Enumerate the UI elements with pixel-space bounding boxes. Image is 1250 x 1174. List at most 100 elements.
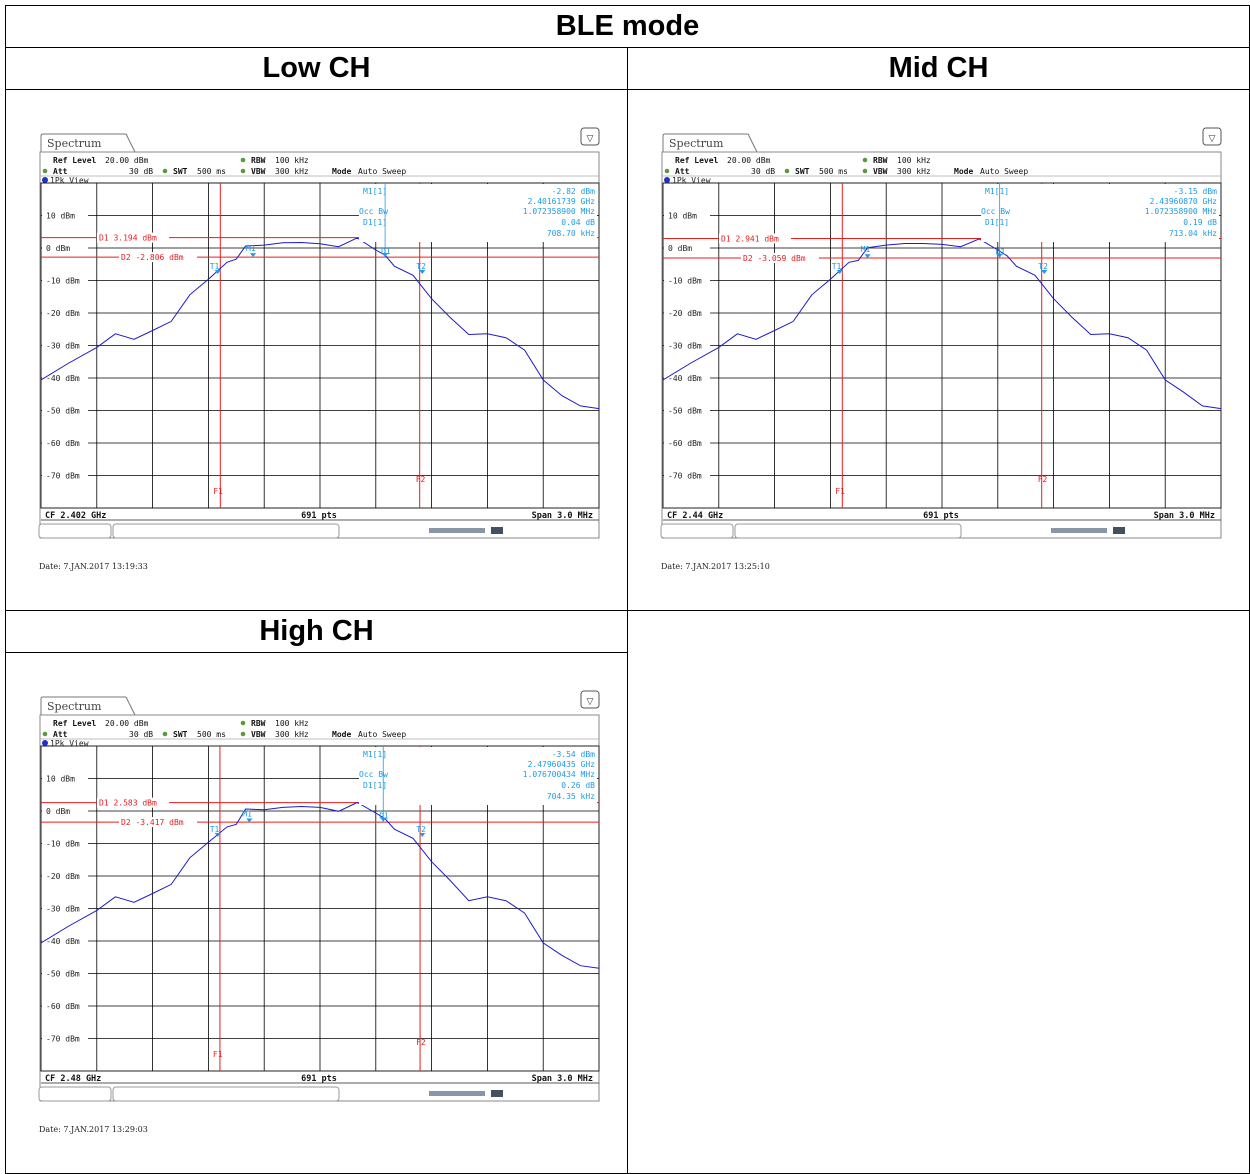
mode-value: Auto Sweep [980, 167, 1028, 176]
occbw-value: 1.072358900 MHz [523, 207, 595, 216]
d2-threshold-label: D2 -3.059 dBm [743, 254, 806, 263]
y-tick-label: 0 dBm [46, 807, 70, 816]
ytick-bg [42, 1033, 88, 1044]
high-ch-cell: Spectrum ▽ Ref Level 20.00 dBm Att 30 dB SWT 50… [5, 652, 628, 1174]
report-table: BLE mode Low CH Mid CH Spectrum ▽ Ref Leve… [5, 5, 1250, 1174]
swt-label: SWT [173, 167, 188, 176]
ytick-bg [664, 340, 710, 351]
vbw-label: VBW [873, 167, 888, 176]
settings-icon [580, 690, 600, 709]
mode-label: Mode [954, 167, 973, 176]
y-tick-label: -20 dBm [668, 309, 702, 318]
ytick-bg [42, 871, 88, 881]
d1-marker-label: D1 [996, 248, 1006, 257]
spectrum-tab [40, 133, 136, 153]
d1-readout-label: D1[1] [363, 781, 387, 790]
spectrum-svg: Spectrum ▽ Ref Level 20.00 dBm Att 30 dB SWT 50… [38, 127, 600, 539]
f1-label: F1 [213, 1050, 223, 1059]
view-label: 1Pk View [50, 176, 89, 185]
m1-readout-label: M1[1] [363, 750, 387, 759]
trace-indicator-icon [664, 177, 670, 183]
occbw-label: Occ Bw [359, 207, 388, 216]
center-frequency: CF 2.44 GHz [667, 511, 723, 521]
center-frequency: CF 2.402 GHz [45, 511, 106, 521]
mode-value: Auto Sweep [358, 167, 406, 176]
ytick-bg [42, 470, 88, 481]
att-value: 30 dB [129, 730, 153, 739]
m1-readout-label: M1[1] [363, 187, 387, 196]
d1-readout-level: 0.04 dB [561, 218, 595, 227]
d1-label-bg [97, 232, 169, 243]
y-tick-label: -70 dBm [46, 472, 80, 481]
f2-label: F2 [1038, 475, 1048, 484]
y-tick-label: -60 dBm [668, 439, 702, 448]
t2-marker-label: T2 [416, 825, 426, 834]
att-indicator-icon [664, 168, 670, 174]
progress-bar [1051, 528, 1107, 533]
mid-ch-cell: Spectrum ▽ Ref Level 20.00 dBm Att 30 dB SWT 50… [627, 89, 1250, 611]
d1-threshold-label: D1 3.194 dBm [99, 234, 157, 243]
rbw-indicator-icon [862, 157, 868, 163]
y-tick-label: -10 dBm [668, 277, 702, 286]
f1-label: F1 [835, 487, 845, 496]
ytick-bg [42, 806, 88, 816]
y-tick-label: 0 dBm [668, 244, 692, 253]
spectrum-tab [40, 696, 136, 716]
y-tick-label: 10 dBm [46, 775, 75, 784]
rbw-indicator-icon [240, 720, 246, 726]
high-ch-date: Date: 7.JAN.2017 13:29:03 [39, 1125, 148, 1134]
ytick-bg [42, 340, 88, 351]
ref-level-label: Ref Level [675, 156, 719, 165]
d1-label-bg [719, 233, 791, 244]
y-tick-label: -70 dBm [668, 472, 702, 481]
rbw-label: RBW [251, 719, 266, 728]
y-tick-label: 10 dBm [668, 212, 697, 221]
ytick-bg [42, 1001, 88, 1011]
vbw-value: 300 kHz [275, 730, 309, 739]
low-ch-header: Low CH [5, 47, 628, 90]
spectrum-svg: Spectrum ▽ Ref Level 20.00 dBm Att 30 dB SWT 50… [38, 690, 600, 1102]
t1-marker [214, 833, 221, 837]
f2-label: F2 [416, 1038, 426, 1047]
status-field-1 [38, 523, 112, 539]
y-tick-label: -70 dBm [46, 1035, 80, 1044]
center-frequency: CF 2.48 GHz [45, 1074, 101, 1084]
ytick-bg [42, 838, 88, 849]
m1-readout-level: -2.82 dBm [552, 187, 596, 196]
t2-marker [419, 833, 426, 837]
ref-level-label: Ref Level [53, 719, 97, 728]
empty-cell [627, 610, 1250, 1174]
d1-readout-label: D1[1] [985, 218, 1009, 227]
att-value: 30 dB [129, 167, 153, 176]
m1-marker-label: M1 [861, 245, 871, 254]
rbw-value: 100 kHz [897, 156, 931, 165]
settings-icon-glyph: ▽ [587, 133, 594, 143]
m1-readout-level: -3.54 dBm [552, 750, 596, 759]
status-field-2 [112, 1086, 340, 1102]
att-value: 30 dB [751, 167, 775, 176]
rbw-label: RBW [251, 156, 266, 165]
ytick-bg [664, 243, 710, 253]
status-field-1 [38, 1086, 112, 1102]
m1-readout-freq: 2.40161739 GHz [528, 197, 596, 206]
att-label: Att [53, 167, 68, 176]
att-indicator-icon [42, 731, 48, 737]
ytick-bg [42, 243, 88, 253]
vbw-indicator-icon [240, 731, 246, 737]
ytick-bg [42, 275, 88, 286]
mid-ch-header: Mid CH [627, 47, 1250, 90]
m1-marker-label: M1 [246, 244, 256, 253]
ytick-bg [42, 373, 88, 383]
y-tick-label: -30 dBm [46, 905, 80, 914]
vbw-label: VBW [251, 167, 266, 176]
occbw-label: Occ Bw [981, 207, 1010, 216]
status-icon [491, 527, 503, 534]
t2-marker-label: T2 [416, 262, 426, 271]
status-field-2 [734, 523, 962, 539]
d1-readout-level: 0.26 dB [561, 781, 595, 790]
progress-bar [429, 1091, 485, 1096]
f2-label: F2 [416, 475, 426, 484]
y-tick-label: -60 dBm [46, 1002, 80, 1011]
status-field-2 [112, 523, 340, 539]
swt-value: 500 ms [197, 167, 226, 176]
